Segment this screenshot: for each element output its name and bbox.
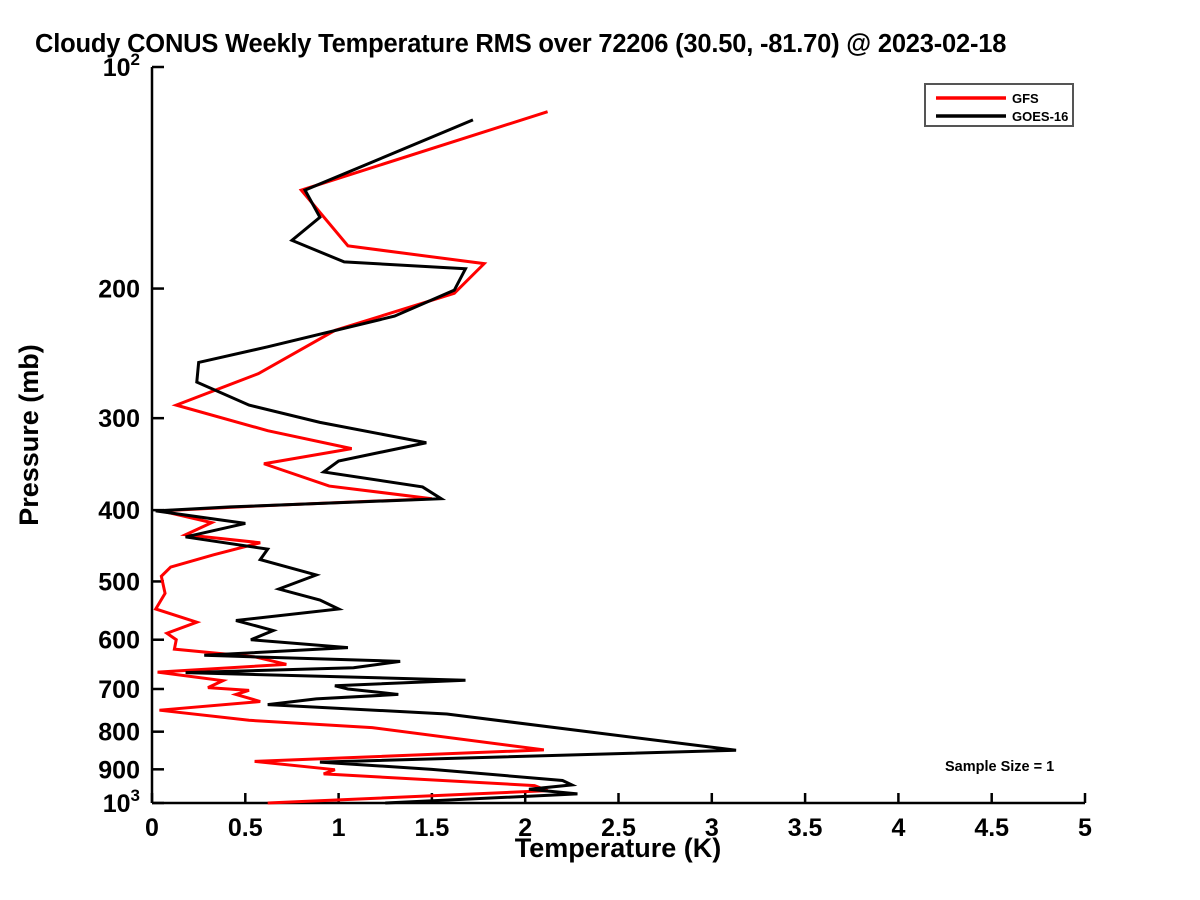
legend-entry-list: GFS GOES-16 bbox=[936, 91, 1068, 124]
x-tick-label: 1 bbox=[332, 814, 346, 842]
x-tick-label: 4 bbox=[891, 814, 905, 842]
x-tick-label: 3 bbox=[705, 814, 719, 842]
y-tick-label: 800 bbox=[98, 719, 140, 747]
y-tick-label: 500 bbox=[98, 568, 140, 596]
y-tick-label: 900 bbox=[98, 756, 140, 784]
x-tick-label: 2 bbox=[518, 814, 532, 842]
data-series-group bbox=[153, 110, 737, 805]
x-tick-label: 1.5 bbox=[415, 814, 450, 842]
x-tick-label: 0.5 bbox=[228, 814, 263, 842]
y-tick-label: 400 bbox=[98, 497, 140, 525]
x-tick-label: 2.5 bbox=[601, 814, 636, 842]
y-tick-label: 700 bbox=[98, 676, 140, 704]
legend-label-goes-16: GOES-16 bbox=[1012, 109, 1068, 124]
y-tick-label: 200 bbox=[98, 276, 140, 304]
series-line-gfs bbox=[153, 110, 549, 805]
x-axis-ticks: 0 0.5 1 1.5 2 2.5 3 3.5 4 4.5 5 bbox=[145, 793, 1092, 842]
legend-label-gfs: GFS bbox=[1012, 91, 1039, 106]
y-tick-label-exponential: 103 bbox=[103, 786, 140, 818]
series-line-goes-16 bbox=[155, 118, 737, 805]
x-tick-label: 5 bbox=[1078, 814, 1092, 842]
x-axis-title: Temperature (K) bbox=[515, 833, 722, 863]
page-title: Cloudy CONUS Weekly Temperature RMS over… bbox=[35, 30, 1007, 58]
y-tick-label: 600 bbox=[98, 627, 140, 655]
x-tick-label: 3.5 bbox=[788, 814, 823, 842]
legend-box bbox=[924, 83, 1074, 127]
x-tick-label: 4.5 bbox=[974, 814, 1009, 842]
sample-size-annotation: Sample Size = 1 bbox=[945, 759, 1054, 775]
y-tick-label-exponential: 102 bbox=[103, 50, 140, 82]
y-tick-label: 300 bbox=[98, 405, 140, 433]
y-axis-title: Pressure (mb) bbox=[14, 344, 44, 526]
chart-legend[interactable]: GFS GOES-16 bbox=[924, 83, 1074, 127]
x-tick-label: 0 bbox=[145, 814, 159, 842]
